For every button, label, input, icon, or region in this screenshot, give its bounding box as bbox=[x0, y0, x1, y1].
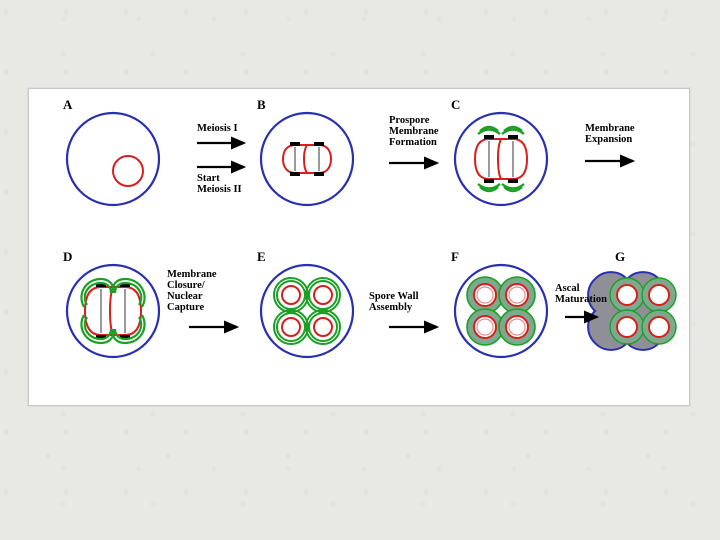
panel-D-label: D bbox=[63, 249, 72, 264]
panel-E bbox=[261, 265, 353, 357]
step-3: Membrane Expansion bbox=[585, 123, 637, 145]
sporulation-figure: A B C D E F G bbox=[28, 88, 690, 406]
panel-C bbox=[455, 113, 547, 205]
panel-D bbox=[67, 265, 159, 357]
panel-A bbox=[67, 113, 159, 205]
panel-F bbox=[455, 265, 547, 357]
panel-B bbox=[261, 113, 353, 205]
step-labels-group: Meiosis I Start Meiosis II Prospore Memb… bbox=[167, 115, 637, 313]
panel-A-label: A bbox=[63, 97, 73, 112]
panel-E-label: E bbox=[257, 249, 266, 264]
panel-G bbox=[588, 272, 676, 350]
step-2: Prospore Membrane Formation bbox=[389, 115, 441, 148]
step-1b: Start Meiosis II bbox=[197, 173, 242, 195]
panel-C-label: C bbox=[451, 97, 460, 112]
step-5: Spore Wall Assembly bbox=[369, 291, 421, 313]
step-1a: Meiosis I bbox=[197, 123, 238, 134]
step-4: Membrane Closure/ Nuclear Capture bbox=[167, 269, 219, 313]
figure-svg: A B C D E F G bbox=[29, 89, 689, 405]
panel-G-label: G bbox=[615, 249, 625, 264]
panel-B-label: B bbox=[257, 97, 266, 112]
panel-F-label: F bbox=[451, 249, 459, 264]
